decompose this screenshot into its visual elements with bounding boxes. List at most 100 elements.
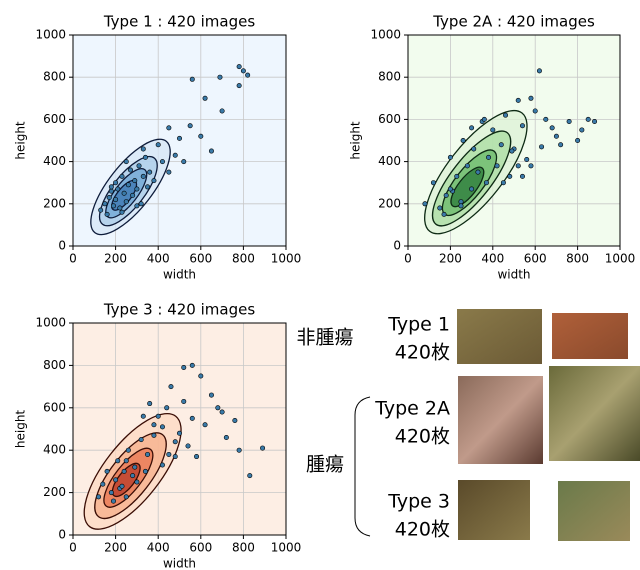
y-axis-label: height bbox=[349, 121, 363, 160]
point bbox=[116, 187, 120, 191]
point bbox=[233, 418, 237, 422]
point bbox=[580, 128, 584, 132]
type-name: Type 1 bbox=[387, 314, 450, 336]
point bbox=[448, 155, 452, 159]
point bbox=[128, 168, 132, 172]
point bbox=[220, 109, 224, 113]
point bbox=[124, 199, 128, 203]
x-tick-label: 400 bbox=[147, 541, 170, 555]
point bbox=[173, 153, 177, 157]
point bbox=[139, 437, 143, 441]
photo bbox=[549, 366, 640, 461]
point bbox=[182, 399, 186, 403]
point bbox=[241, 69, 245, 73]
type-name: Type 3 bbox=[387, 491, 450, 513]
point bbox=[529, 164, 533, 168]
x-tick-label: 1000 bbox=[271, 252, 302, 266]
x-tick-label: 0 bbox=[404, 252, 412, 266]
point bbox=[508, 174, 512, 178]
point bbox=[194, 454, 198, 458]
point bbox=[203, 96, 207, 100]
point bbox=[237, 448, 241, 452]
point bbox=[472, 147, 476, 151]
x-tick-label: 200 bbox=[104, 541, 127, 555]
point bbox=[130, 193, 134, 197]
point bbox=[156, 143, 160, 147]
point bbox=[107, 195, 111, 199]
y-tick-label: 600 bbox=[378, 112, 401, 126]
point bbox=[135, 187, 139, 191]
point bbox=[113, 197, 117, 201]
point bbox=[216, 406, 220, 410]
point bbox=[133, 465, 137, 469]
point bbox=[592, 119, 596, 123]
point bbox=[177, 431, 181, 435]
point bbox=[516, 98, 520, 102]
point bbox=[173, 454, 177, 458]
point bbox=[209, 393, 213, 397]
point bbox=[199, 374, 203, 378]
point bbox=[484, 181, 488, 185]
point bbox=[124, 459, 128, 463]
point bbox=[486, 155, 490, 159]
point bbox=[98, 208, 102, 212]
x-tick-label: 600 bbox=[189, 252, 212, 266]
y-axis-label: height bbox=[14, 410, 28, 449]
x-tick-label: 800 bbox=[566, 252, 589, 266]
point bbox=[111, 499, 115, 503]
photo bbox=[552, 313, 628, 359]
point bbox=[165, 406, 169, 410]
point bbox=[237, 64, 241, 68]
point bbox=[167, 170, 171, 174]
point bbox=[586, 117, 590, 121]
x-tick-label: 0 bbox=[69, 252, 77, 266]
point bbox=[510, 149, 514, 153]
point bbox=[461, 138, 465, 142]
point bbox=[105, 212, 109, 216]
image-panel: 非腫瘍 Type 1 420枚 腫瘍 Type 2A 420枚 Type 3 4… bbox=[296, 309, 640, 541]
point bbox=[109, 185, 113, 189]
point bbox=[190, 416, 194, 420]
point bbox=[459, 204, 463, 208]
point bbox=[113, 478, 117, 482]
point bbox=[124, 159, 128, 163]
point bbox=[516, 164, 520, 168]
point bbox=[167, 452, 171, 456]
point bbox=[130, 473, 134, 477]
point bbox=[491, 128, 495, 132]
type-count: 420枚 bbox=[395, 342, 450, 364]
point bbox=[145, 452, 149, 456]
photo bbox=[558, 481, 630, 541]
point bbox=[248, 473, 252, 477]
x-tick-label: 0 bbox=[69, 541, 77, 555]
point bbox=[544, 117, 548, 121]
point bbox=[567, 119, 571, 123]
chart-title: Type 2A : 420 images bbox=[432, 13, 595, 31]
type-count: 420枚 bbox=[395, 519, 450, 541]
point bbox=[539, 145, 543, 149]
point bbox=[143, 155, 147, 159]
point bbox=[135, 480, 139, 484]
point bbox=[177, 136, 181, 140]
point bbox=[520, 174, 524, 178]
point bbox=[147, 401, 151, 405]
point bbox=[469, 126, 473, 130]
point bbox=[218, 75, 222, 79]
point bbox=[109, 490, 113, 494]
point bbox=[113, 181, 117, 185]
point bbox=[126, 183, 130, 187]
photo bbox=[458, 480, 530, 540]
point bbox=[190, 77, 194, 81]
y-tick-label: 400 bbox=[378, 154, 401, 168]
point bbox=[116, 459, 120, 463]
point bbox=[122, 469, 126, 473]
y-tick-label: 0 bbox=[393, 239, 401, 253]
chart-title: Type 3 : 420 images bbox=[103, 301, 255, 319]
y-tick-label: 200 bbox=[43, 196, 66, 210]
x-tick-label: 1000 bbox=[605, 252, 636, 266]
y-tick-label: 1000 bbox=[35, 316, 66, 330]
point bbox=[124, 495, 128, 499]
point bbox=[469, 187, 473, 191]
point bbox=[438, 206, 442, 210]
